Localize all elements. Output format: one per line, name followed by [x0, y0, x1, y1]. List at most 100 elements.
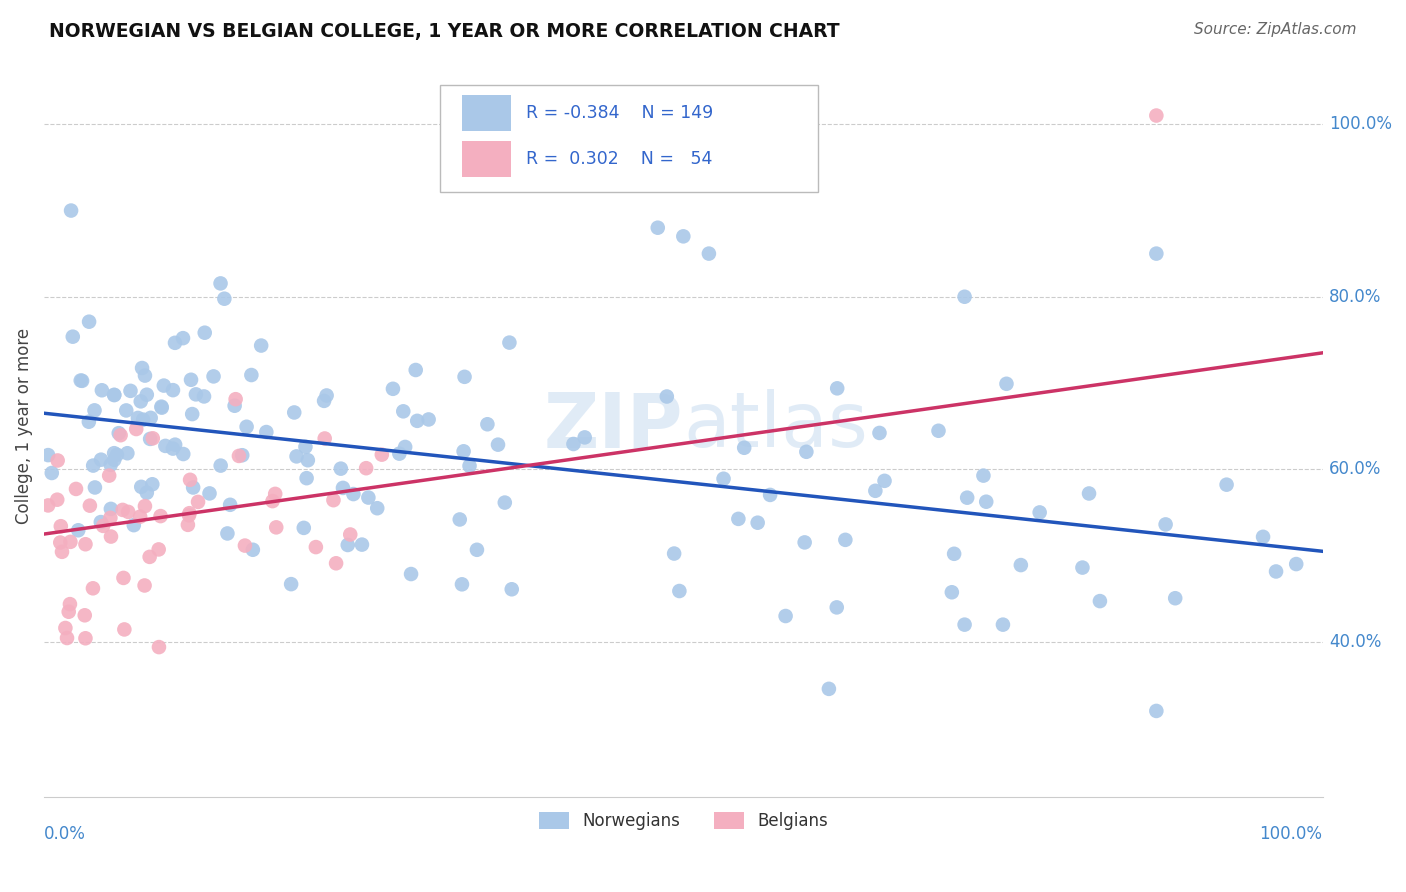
Point	[135, 485, 157, 500]
Point	[494, 495, 516, 509]
Point	[90, 452, 112, 467]
Point	[149, 509, 172, 524]
Point	[873, 474, 896, 488]
Point	[49, 519, 72, 533]
Point	[148, 640, 170, 654]
Point	[67, 523, 90, 537]
Point	[297, 453, 319, 467]
Point	[135, 387, 157, 401]
Point	[1028, 505, 1050, 519]
Point	[117, 505, 139, 519]
Point	[418, 412, 440, 426]
Point	[366, 501, 388, 516]
Point	[574, 430, 596, 444]
Point	[974, 494, 997, 508]
Point	[1144, 109, 1167, 123]
Point	[131, 361, 153, 376]
Text: Source: ZipAtlas.com: Source: ZipAtlas.com	[1194, 22, 1357, 37]
Point	[941, 585, 963, 599]
Point	[305, 540, 328, 554]
Point	[139, 432, 162, 446]
Point	[91, 519, 114, 533]
Point	[250, 338, 273, 352]
Point	[1215, 477, 1237, 491]
Point	[79, 499, 101, 513]
Point	[264, 520, 287, 534]
Point	[181, 407, 204, 421]
Point	[283, 405, 305, 419]
Point	[100, 502, 122, 516]
Point	[112, 571, 135, 585]
Point	[90, 384, 112, 398]
Point	[231, 448, 253, 462]
Point	[727, 512, 749, 526]
Point	[225, 392, 247, 407]
Point	[110, 428, 132, 442]
Point	[465, 542, 488, 557]
Point	[73, 608, 96, 623]
Point	[371, 448, 394, 462]
Point	[399, 567, 422, 582]
Point	[392, 404, 415, 418]
Text: NORWEGIAN VS BELGIAN COLLEGE, 1 YEAR OR MORE CORRELATION CHART: NORWEGIAN VS BELGIAN COLLEGE, 1 YEAR OR …	[49, 22, 839, 41]
Point	[103, 388, 125, 402]
Y-axis label: College, 1 year or more: College, 1 year or more	[15, 328, 32, 524]
Point	[132, 412, 155, 426]
Point	[647, 220, 669, 235]
Point	[1265, 565, 1288, 579]
Point	[59, 597, 82, 611]
Point	[150, 400, 173, 414]
Text: 60.0%: 60.0%	[1329, 460, 1381, 478]
Point	[295, 471, 318, 485]
Point	[56, 631, 79, 645]
Point	[59, 534, 82, 549]
Point	[381, 382, 404, 396]
Point	[775, 609, 797, 624]
Point	[120, 384, 142, 398]
Point	[228, 449, 250, 463]
Point	[77, 315, 100, 329]
Point	[796, 444, 818, 458]
Point	[869, 425, 891, 440]
Point	[177, 517, 200, 532]
Point	[187, 495, 209, 509]
Point	[155, 439, 177, 453]
Point	[134, 368, 156, 383]
Point	[75, 537, 97, 551]
Point	[148, 542, 170, 557]
Point	[111, 503, 134, 517]
Point	[51, 545, 73, 559]
Text: ZIP: ZIP	[544, 389, 683, 463]
Point	[219, 498, 242, 512]
Point	[240, 368, 263, 382]
Point	[162, 383, 184, 397]
Point	[112, 623, 135, 637]
Point	[117, 446, 139, 460]
Point	[69, 374, 91, 388]
Point	[214, 292, 236, 306]
Point	[235, 419, 257, 434]
Point	[180, 373, 202, 387]
Point	[100, 530, 122, 544]
Point	[350, 538, 373, 552]
Point	[498, 335, 520, 350]
Point	[254, 425, 277, 439]
Point	[834, 533, 856, 547]
Point	[60, 203, 83, 218]
Point	[134, 578, 156, 592]
Point	[1078, 486, 1101, 500]
Point	[105, 448, 128, 462]
Point	[562, 437, 585, 451]
Point	[1010, 558, 1032, 572]
Point	[991, 617, 1014, 632]
Point	[972, 468, 994, 483]
Point	[37, 448, 59, 462]
Text: 40.0%: 40.0%	[1329, 633, 1381, 651]
Text: 0.0%: 0.0%	[44, 825, 86, 844]
Point	[100, 458, 122, 472]
Point	[339, 527, 361, 541]
Point	[294, 440, 316, 454]
Point	[98, 468, 121, 483]
Text: 100.0%: 100.0%	[1329, 115, 1392, 133]
Bar	[463, 141, 510, 177]
